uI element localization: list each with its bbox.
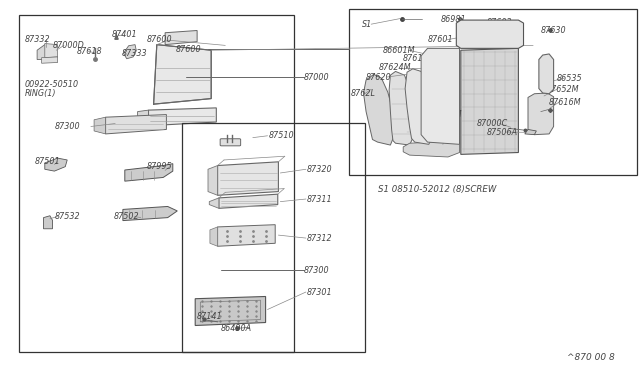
Text: 87000C: 87000C (477, 119, 508, 128)
Polygon shape (44, 216, 52, 229)
Text: 87000D: 87000D (52, 41, 84, 50)
Text: 87300: 87300 (304, 266, 330, 275)
Text: 87601: 87601 (428, 35, 453, 44)
Polygon shape (539, 54, 554, 94)
Text: 87625M: 87625M (430, 110, 463, 119)
Polygon shape (123, 206, 177, 221)
Polygon shape (528, 93, 554, 135)
FancyBboxPatch shape (220, 139, 241, 146)
Text: 87312: 87312 (307, 234, 333, 243)
Text: 87000: 87000 (304, 73, 330, 81)
Polygon shape (45, 158, 67, 171)
Polygon shape (208, 166, 218, 195)
Text: 87532: 87532 (54, 212, 80, 221)
Text: 87620: 87620 (366, 73, 392, 81)
Polygon shape (525, 129, 536, 135)
Polygon shape (218, 162, 278, 195)
Text: 87141: 87141 (197, 312, 223, 321)
Text: 87618: 87618 (77, 47, 102, 56)
Text: 86981: 86981 (440, 15, 466, 24)
Text: 87506A: 87506A (486, 128, 518, 137)
Text: 87616M: 87616M (549, 98, 582, 107)
Text: ^870 00 8: ^870 00 8 (566, 353, 614, 362)
Text: 87600: 87600 (176, 45, 202, 54)
Text: 87995: 87995 (147, 162, 173, 171)
Text: 87300: 87300 (54, 122, 80, 131)
Polygon shape (165, 31, 197, 45)
Text: 87502: 87502 (114, 212, 140, 221)
Text: 87510: 87510 (269, 131, 294, 140)
Text: 87600: 87600 (147, 35, 173, 44)
Text: 87602: 87602 (486, 26, 512, 35)
Polygon shape (389, 71, 416, 145)
Bar (19, 15, 294, 352)
Polygon shape (37, 45, 53, 60)
Text: 87611: 87611 (403, 54, 429, 63)
Text: 87603: 87603 (486, 18, 512, 27)
Text: 86601M: 86601M (383, 46, 415, 55)
Polygon shape (106, 115, 166, 134)
Bar (349, 9, 637, 175)
Polygon shape (456, 20, 524, 48)
Text: 87333: 87333 (122, 49, 147, 58)
Polygon shape (45, 44, 58, 58)
Text: 87630: 87630 (541, 26, 566, 35)
Polygon shape (210, 227, 218, 246)
Polygon shape (403, 141, 460, 157)
Polygon shape (125, 164, 173, 181)
Polygon shape (94, 117, 106, 134)
Text: 86490A: 86490A (221, 324, 252, 333)
Text: 87624M: 87624M (379, 63, 412, 72)
Text: S1: S1 (362, 20, 372, 29)
Text: 8762L: 8762L (351, 89, 376, 98)
Polygon shape (154, 45, 211, 104)
Polygon shape (209, 198, 219, 208)
Text: 00922-50510: 00922-50510 (24, 80, 79, 89)
Text: S1 08510-52012 (8)SCREW: S1 08510-52012 (8)SCREW (378, 185, 496, 194)
Polygon shape (148, 108, 216, 126)
Text: 87501: 87501 (35, 157, 61, 166)
Polygon shape (219, 194, 278, 208)
Polygon shape (138, 110, 148, 126)
Bar (182, 123, 365, 352)
Polygon shape (405, 69, 435, 144)
Polygon shape (124, 45, 136, 59)
Text: 87332: 87332 (24, 35, 50, 44)
Text: 87301: 87301 (307, 288, 333, 296)
Polygon shape (218, 225, 275, 246)
Text: 87652M: 87652M (547, 85, 580, 94)
Text: RING(1): RING(1) (24, 89, 56, 98)
Polygon shape (461, 48, 518, 154)
Text: 86535: 86535 (557, 74, 582, 83)
Polygon shape (421, 48, 460, 144)
Polygon shape (195, 296, 266, 326)
Text: 87401: 87401 (112, 31, 138, 39)
Polygon shape (364, 74, 396, 145)
Text: 87311: 87311 (307, 195, 333, 203)
Text: 87320: 87320 (307, 165, 333, 174)
Text: 87622: 87622 (426, 119, 451, 128)
Polygon shape (42, 57, 58, 63)
